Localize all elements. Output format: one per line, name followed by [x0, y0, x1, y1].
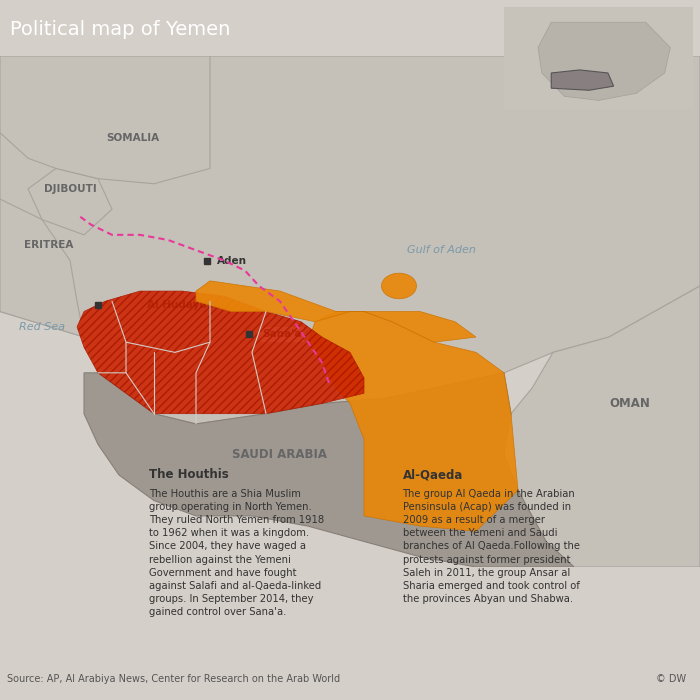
Polygon shape: [552, 70, 614, 90]
Text: Source: AP, Al Arabiya News, Center for Research on the Arab World: Source: AP, Al Arabiya News, Center for …: [7, 674, 340, 684]
Text: Areas under control and strongholds of the Houthi Rebels: Areas under control and strongholds of t…: [35, 73, 335, 83]
Text: SOMALIA: SOMALIA: [106, 133, 160, 143]
Polygon shape: [308, 312, 518, 531]
Polygon shape: [84, 373, 574, 567]
FancyBboxPatch shape: [11, 94, 31, 113]
Text: Political map of Yemen: Political map of Yemen: [10, 20, 231, 39]
FancyBboxPatch shape: [11, 69, 31, 88]
Polygon shape: [0, 56, 700, 424]
Text: DJIBOUTI: DJIBOUTI: [43, 184, 97, 194]
Text: The Houthis are a Shia Muslim
group operating in North Yemen.
They ruled North Y: The Houthis are a Shia Muslim group oper…: [149, 489, 324, 617]
Text: Former borderline between North and South Yemen: Former borderline between North and Sout…: [35, 126, 304, 136]
Text: SAUDI ARABIA: SAUDI ARABIA: [232, 448, 328, 461]
Polygon shape: [0, 199, 84, 337]
Polygon shape: [538, 22, 671, 100]
Polygon shape: [28, 169, 112, 234]
Polygon shape: [196, 281, 476, 342]
Text: ERITREA: ERITREA: [25, 240, 74, 250]
Polygon shape: [504, 286, 700, 567]
Text: Areas under control and strongholds of Al Qaeda: Areas under control and strongholds of A…: [35, 99, 290, 109]
Text: OMAN: OMAN: [610, 397, 650, 410]
Text: The group Al Qaeda in the Arabian
Pensinsula (Acap) was founded in
2009 as a res: The group Al Qaeda in the Arabian Pensin…: [402, 489, 580, 604]
Text: Aden: Aden: [217, 256, 247, 267]
Polygon shape: [0, 56, 210, 183]
Text: © DW: © DW: [656, 674, 686, 684]
Text: Sana'a: Sana'a: [262, 330, 302, 340]
Text: Al Hudaydah: Al Hudaydah: [147, 300, 221, 310]
Circle shape: [382, 273, 416, 299]
Polygon shape: [504, 7, 693, 108]
Text: Al-Qaeda: Al-Qaeda: [402, 468, 463, 481]
Polygon shape: [77, 291, 364, 414]
Text: Red Sea: Red Sea: [19, 322, 65, 332]
Text: The Houthis: The Houthis: [149, 468, 229, 481]
Text: Gulf of Aden: Gulf of Aden: [407, 245, 475, 255]
